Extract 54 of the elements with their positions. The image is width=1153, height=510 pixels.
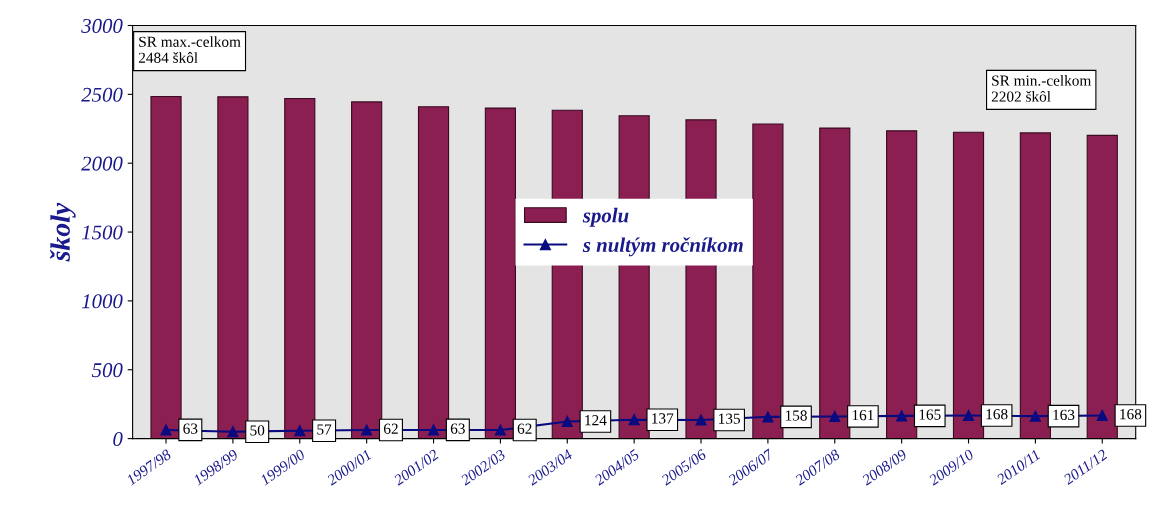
data-label: 124 <box>585 415 607 426</box>
point <box>1029 410 1041 422</box>
point <box>361 424 373 436</box>
point <box>494 424 506 436</box>
point <box>427 424 440 436</box>
data-label: 163 <box>1053 409 1075 420</box>
data-label: 165 <box>919 409 941 420</box>
data-label: 63 <box>183 423 198 434</box>
point <box>561 415 573 428</box>
data-label: 168 <box>986 408 1008 420</box>
point <box>962 409 975 422</box>
point <box>896 410 908 422</box>
y-tick-label: 1500 <box>81 225 123 240</box>
data-label: 62 <box>517 423 532 434</box>
data-label: 161 <box>852 409 874 421</box>
bar <box>217 96 249 439</box>
bar <box>1019 132 1051 439</box>
bar <box>417 106 450 439</box>
bar <box>819 127 851 439</box>
y-tick-label: 3000 <box>81 18 123 33</box>
data-label: 135 <box>719 413 741 424</box>
data-label: 63 <box>450 423 465 434</box>
data-label: 168 <box>1120 408 1142 420</box>
y-tick-label: 2500 <box>81 87 123 102</box>
data-label: 57 <box>317 424 332 435</box>
point <box>294 425 306 437</box>
legend-label: spolu <box>582 207 629 227</box>
data-label: 50 <box>250 425 265 436</box>
bar <box>351 101 383 439</box>
y-axis-title: školy <box>50 202 76 262</box>
point <box>160 424 172 436</box>
bar <box>886 130 918 439</box>
bar <box>484 107 517 439</box>
bar <box>284 97 316 439</box>
point <box>829 410 841 422</box>
annotation: SR max.-celkom 2484 škôl <box>138 36 241 63</box>
bar <box>150 95 182 439</box>
annotation: SR min.-celkom 2202 škôl <box>991 75 1092 102</box>
legend-label: s nultým ročníkom <box>582 237 743 257</box>
y-tick-label: 0 <box>113 431 123 447</box>
point <box>628 414 640 426</box>
data-label: 62 <box>383 423 398 434</box>
point <box>1096 409 1108 422</box>
point <box>227 426 239 438</box>
data-label: 137 <box>652 413 674 424</box>
bar <box>752 123 784 439</box>
point <box>695 414 707 426</box>
bar <box>1086 134 1118 439</box>
bar <box>952 131 985 439</box>
y-tick-label: 500 <box>91 363 123 378</box>
y-tick-label: 1000 <box>81 294 123 309</box>
data-label: 158 <box>785 410 807 421</box>
y-tick-label: 2000 <box>81 156 123 171</box>
point <box>762 411 774 423</box>
